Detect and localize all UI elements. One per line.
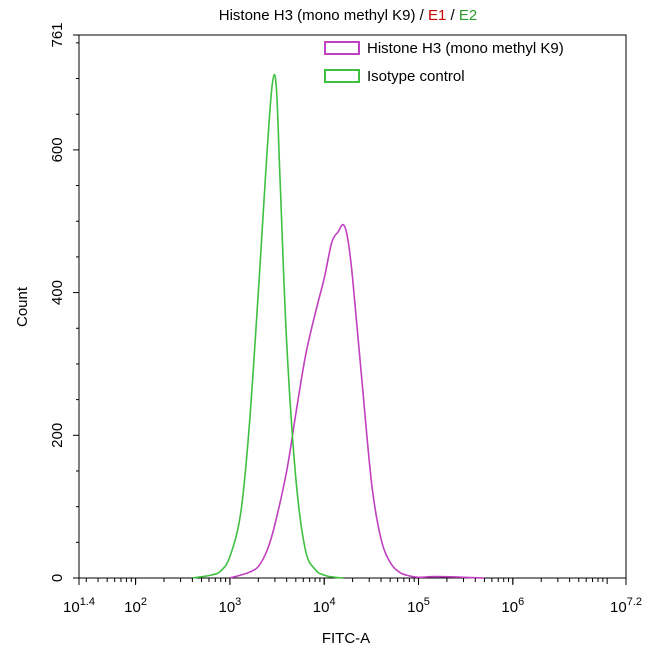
series-line-1 bbox=[192, 73, 344, 579]
title-part: / bbox=[446, 7, 459, 24]
y-axis-label: Count bbox=[14, 286, 31, 327]
legend: Histone H3 (mono methyl K9) Isotype cont… bbox=[324, 40, 564, 85]
chart-title: Histone H3 (mono methyl K9) / E1 / E2 bbox=[219, 7, 478, 24]
x-axis-label: FITC-A bbox=[322, 630, 370, 647]
y-tick-label: 600 bbox=[49, 137, 66, 162]
x-tick-label: 101.4 bbox=[63, 596, 95, 616]
title-part: E2 bbox=[459, 7, 477, 24]
title-part: / bbox=[416, 7, 429, 24]
y-axis-ticks: 0 200 400 600 761 bbox=[49, 22, 79, 582]
legend-swatch-isotype bbox=[324, 69, 360, 83]
title-part: Histone H3 (mono methyl K9) bbox=[219, 7, 416, 24]
series-line-0 bbox=[229, 223, 485, 579]
x-tick-label: 105 bbox=[407, 596, 430, 616]
title-part: E1 bbox=[428, 7, 446, 24]
x-tick-label: 102 bbox=[124, 596, 147, 616]
x-tick-label: 103 bbox=[218, 596, 241, 616]
x-axis-ticks: 101.4 102 103 104 105 106 107.2 bbox=[63, 578, 642, 616]
y-tick-label: 200 bbox=[49, 423, 66, 448]
x-tick-label: 107.2 bbox=[610, 596, 642, 616]
legend-swatch-histone bbox=[324, 41, 360, 55]
x-tick-label: 104 bbox=[313, 596, 336, 616]
y-tick-label: 0 bbox=[49, 574, 66, 582]
x-minor-ticks bbox=[85, 578, 608, 584]
x-tick-label: 106 bbox=[501, 596, 524, 616]
legend-label-histone: Histone H3 (mono methyl K9) bbox=[367, 40, 564, 57]
series-layer bbox=[192, 73, 485, 579]
plot-frame bbox=[78, 34, 627, 579]
legend-label-isotype: Isotype control bbox=[367, 68, 465, 85]
y-tick-label: 761 bbox=[49, 22, 66, 47]
y-tick-label: 400 bbox=[49, 280, 66, 305]
